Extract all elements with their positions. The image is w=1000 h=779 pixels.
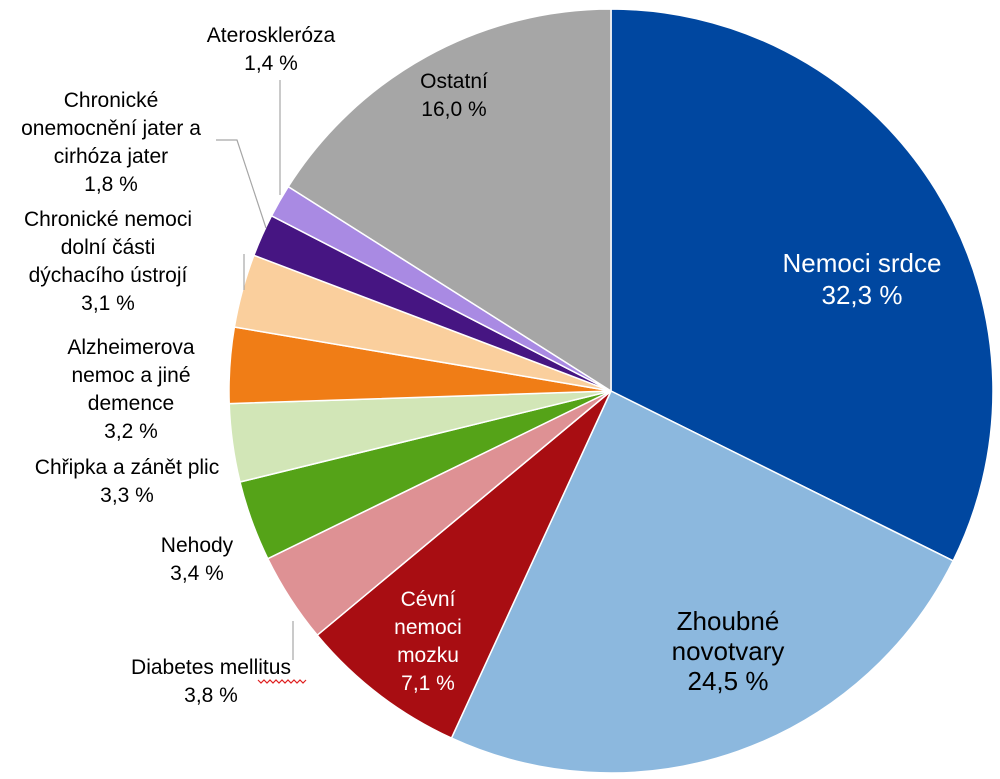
data-label-diabetes-mellitus: Diabetes mellitus 3,8 % <box>131 656 291 707</box>
data-label-chronicke-nemoci-dolni-casti-dychaciho-ustroji: Chronické nemoci dolní části dýchacího úst… <box>24 208 192 315</box>
label-text-line: Chronické <box>64 89 159 112</box>
label-text-line: demence <box>88 392 174 415</box>
label-text-line: novotvary <box>672 636 785 666</box>
pie-slice-cevni-nemoci-mozku <box>316 390 612 740</box>
pie-slices <box>228 8 994 774</box>
value-label: 24,5 % <box>688 666 769 696</box>
label-text-line: Cévní <box>401 588 456 611</box>
leader-lines <box>216 80 294 660</box>
value-label: 1,4 % <box>244 52 298 75</box>
label-text-line: mozku <box>397 644 459 667</box>
label-text-line: Nemoci srdce <box>783 248 942 278</box>
label-text-line: onemocnění jater a <box>21 117 201 140</box>
data-label-nehody: Nehody 3,4 % <box>161 534 234 585</box>
label-text-line: Alzheimerova <box>67 336 195 359</box>
label-text-line: Nehody <box>161 534 234 557</box>
label-text-line: nemoc a jiné <box>71 364 190 387</box>
value-label: 3,3 % <box>100 484 154 507</box>
data-label-chripka-a-zanet-plic: Chřipka a zánět plic 3,3 % <box>35 456 219 507</box>
data-label-alzheimerova-nemoc-a-jine-demence: Alzheimerova nemoc a jiné demence 3,2 % <box>67 336 195 443</box>
label-text-line: Zhoubné <box>677 606 780 636</box>
value-label: 3,2 % <box>104 420 158 443</box>
label-text-line: Chřipka a zánět plic <box>35 456 219 479</box>
label-text-line: dýchacího ústrojí <box>29 264 188 287</box>
label-text-line: nemoci <box>394 616 462 639</box>
label-text-line: cirhóza jater <box>54 145 168 168</box>
spellcheck-underline <box>257 679 307 684</box>
label-text-line: dolní části <box>61 236 156 259</box>
label-text-line: Ateroskleróza <box>207 24 336 47</box>
slice-labels: Nemoci srdce 32,3 % Zhoubné novotvary 24,5 %… <box>21 24 941 707</box>
data-label-zhoubne-novotvary: Zhoubné novotvary 24,5 % <box>672 606 785 696</box>
value-label: 32,3 % <box>822 280 903 310</box>
pie-slice-ostatni <box>287 8 612 393</box>
leader-line-chronicke-onemocneni-jater-a-cirhoza-jater <box>216 139 267 229</box>
value-label: 3,8 % <box>184 684 238 707</box>
pie-slice-nemoci-srdce <box>610 8 994 562</box>
value-label: 3,1 % <box>81 292 135 315</box>
data-label-ostatni: Ostatní 16,0 % <box>420 70 488 121</box>
value-label: 7,1 % <box>401 672 455 695</box>
data-label-chronicke-onemocneni-jater-a-cirhoza-jater: Chronické onemocnění jater a cirhóza jater… <box>21 89 201 196</box>
label-text-line: Diabetes mellitus <box>131 656 291 679</box>
pie-slice-zhoubne-novotvary <box>450 389 955 774</box>
label-text-line: Ostatní <box>420 70 488 93</box>
value-label: 16,0 % <box>421 98 486 121</box>
data-label-ateroskleroza: Ateroskleróza 1,4 % <box>207 24 336 75</box>
value-label: 1,8 % <box>84 173 138 196</box>
label-text-line: Chronické nemoci <box>24 208 192 231</box>
data-label-cevni-nemoci-mozku: Cévní nemoci mozku 7,1 % <box>394 588 462 695</box>
data-label-nemoci-srdce: Nemoci srdce 32,3 % <box>783 248 942 310</box>
value-label: 3,4 % <box>170 562 224 585</box>
